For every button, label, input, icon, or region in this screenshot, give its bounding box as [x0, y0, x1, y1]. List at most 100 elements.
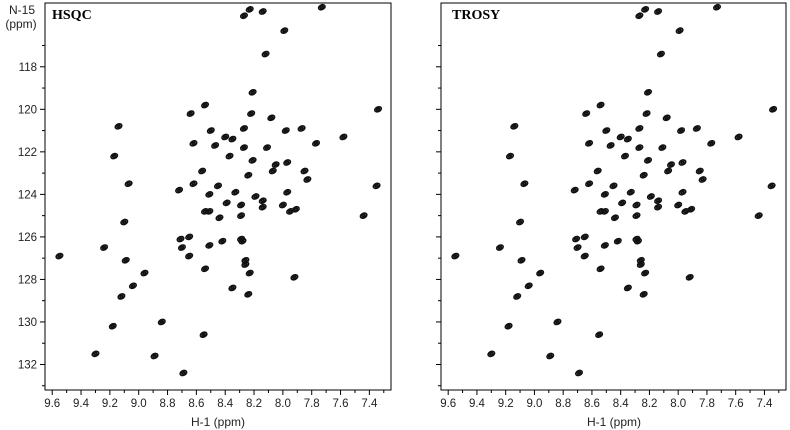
trosy-peak	[643, 88, 653, 96]
trosy-peak	[666, 161, 676, 168]
trosy-peak	[520, 180, 529, 188]
hsqc-peak	[177, 244, 186, 251]
trosy-peak	[451, 252, 460, 260]
trosy-peak	[495, 244, 504, 251]
trosy-peak	[698, 176, 707, 183]
hsqc-peak	[258, 8, 267, 15]
hsqc-peak	[241, 261, 250, 268]
trosy-x-tick-label: 9.0	[526, 398, 542, 410]
trosy-peak	[613, 237, 622, 245]
hsqc-peak	[290, 273, 299, 281]
trosy-peak	[769, 105, 778, 113]
trosy-peak	[675, 27, 684, 34]
hsqc-peak	[258, 197, 267, 205]
hsqc-x-tick-label: 9.4	[73, 398, 90, 410]
trosy-peak	[516, 218, 525, 226]
trosy-peak	[662, 114, 671, 122]
trosy-peak	[677, 127, 686, 134]
hsqc-peak	[268, 167, 277, 175]
hsqc-peak	[228, 284, 237, 292]
trosy-peak	[618, 199, 627, 207]
hsqc-y-tick-label: 120	[18, 104, 37, 116]
hsqc-peak	[262, 144, 272, 151]
trosy-peak	[606, 142, 615, 149]
trosy-peak	[517, 256, 526, 264]
hsqc-peak	[189, 140, 198, 147]
hsqc-peak	[372, 182, 381, 190]
trosy-peak	[639, 290, 648, 298]
trosy-peak	[687, 205, 696, 213]
trosy-peak	[636, 261, 645, 268]
hsqc-peak	[283, 159, 292, 166]
trosy-x-axis-label: H-1 (ppm)	[587, 415, 641, 429]
hsqc-peak	[218, 237, 227, 245]
trosy-peak	[609, 182, 618, 190]
trosy-peak	[654, 203, 663, 211]
trosy-peak	[505, 152, 515, 160]
trosy-x-tick-label: 9.2	[498, 398, 514, 410]
hsqc-peak	[237, 212, 246, 219]
trosy-peak	[623, 284, 632, 292]
hsqc-peak	[205, 242, 214, 249]
hsqc-peak	[291, 205, 300, 213]
trosy-x-ticks: 9.6 9.4 9.2 9.0 8.8 8.6 8.4 8.2 8.0 7.8 7.6 7.4	[436, 45, 780, 410]
hsqc-peak	[373, 105, 383, 113]
trosy-peak	[596, 101, 605, 109]
hsqc-y-axis-label-line1: N-15	[9, 3, 35, 17]
trosy-peak	[734, 133, 743, 141]
hsqc-y-tick-label: 122	[18, 147, 37, 159]
trosy-peak	[553, 318, 562, 326]
hsqc-x-tick-label: 9.6	[44, 398, 60, 410]
hsqc-y-tick-label: 118	[19, 62, 37, 74]
hsqc-plot-frame	[44, 2, 392, 391]
trosy-peak	[707, 140, 716, 147]
trosy-peak	[712, 3, 722, 11]
hsqc-peak	[124, 180, 133, 188]
trosy-peak	[646, 193, 655, 200]
hsqc-peak	[278, 201, 287, 209]
hsqc-peak	[128, 282, 137, 290]
hsqc-peak	[55, 252, 64, 260]
hsqc-peak	[280, 27, 289, 34]
hsqc-peak	[231, 188, 240, 196]
trosy-peak	[620, 152, 630, 160]
trosy-peak	[596, 265, 605, 273]
hsqc-peak	[239, 12, 248, 20]
hsqc-peak	[303, 176, 312, 183]
hsqc-peak	[140, 269, 149, 277]
hsqc-peak	[117, 293, 126, 300]
hsqc-peak	[244, 290, 253, 298]
trosy-x-tick-label: 7.8	[699, 398, 715, 410]
hsqc-x-axis-label: H-1 (ppm)	[191, 415, 245, 429]
trosy-peak	[623, 135, 632, 143]
trosy-peak	[570, 186, 579, 194]
trosy-peak	[656, 50, 665, 58]
trosy-peak	[487, 350, 496, 358]
trosy-peak	[654, 8, 663, 15]
trosy-peak	[641, 269, 650, 277]
hsqc-y-ticks: 118 120 122 124 126 128 130 132	[18, 45, 45, 387]
hsqc-x-tick-label: 8.8	[160, 398, 176, 410]
trosy-peak	[674, 201, 683, 209]
hsqc-peak	[359, 212, 368, 219]
hsqc-peak	[213, 182, 223, 190]
hsqc-peak	[339, 133, 348, 141]
hsqc-peak	[239, 144, 248, 151]
trosy-peak	[658, 144, 667, 151]
hsqc-x-tick-label: 8.2	[246, 398, 262, 410]
hsqc-peak	[312, 140, 321, 147]
hsqc-x-tick-label: 7.8	[304, 398, 320, 410]
trosy-title: TROSY	[452, 8, 500, 23]
trosy-peak	[632, 212, 641, 219]
hsqc-peak	[221, 133, 230, 141]
hsqc-y-axis-label-line2: (ppm)	[5, 17, 36, 31]
hsqc-x-tick-label: 7.6	[333, 398, 349, 410]
hsqc-x-tick-label: 9.0	[131, 398, 147, 410]
trosy-peak	[580, 252, 589, 260]
trosy-peak	[639, 171, 648, 179]
trosy-peak	[602, 127, 611, 134]
hsqc-x-tick-label: 8.4	[217, 398, 234, 410]
hsqc-peak	[211, 142, 220, 149]
hsqc-peak	[247, 110, 256, 117]
hsqc-peak	[206, 127, 215, 134]
